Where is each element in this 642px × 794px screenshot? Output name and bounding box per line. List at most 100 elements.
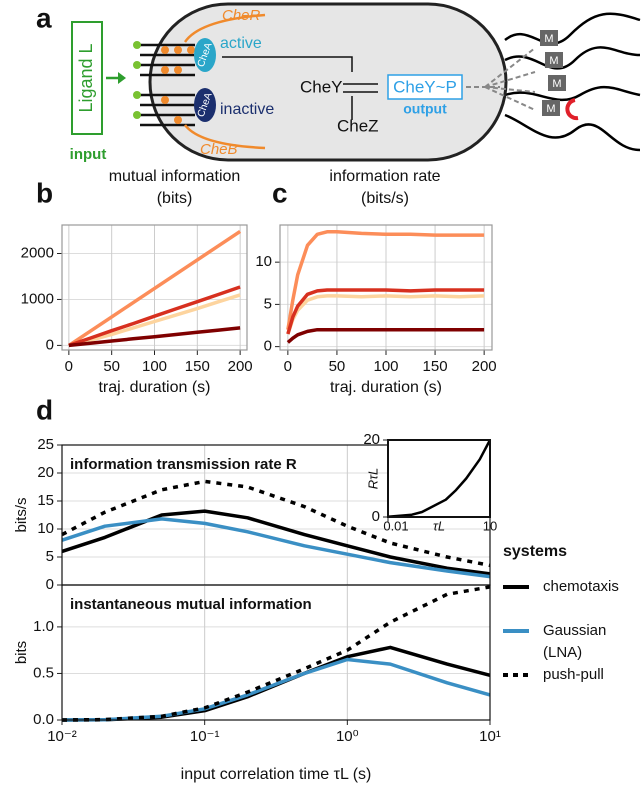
input-label: input (70, 146, 107, 163)
legend-label: push-pull (543, 666, 604, 683)
x-tick-label: 200 (472, 358, 497, 375)
panel-title: instantaneous mutual information (70, 596, 312, 613)
y-tick-label: 1.0 (33, 618, 54, 635)
plot-frame (387, 439, 491, 518)
active-label: active (220, 35, 262, 52)
legend-label: chemotaxis (543, 578, 619, 595)
inactive-label: inactive (220, 101, 274, 118)
cheb-label: CheB (200, 141, 238, 158)
panel-label: a (36, 2, 52, 33)
line (61, 479, 491, 568)
ligand-box (71, 21, 103, 135)
x-axis-label: τL (433, 518, 445, 533)
x-tick-label: 200 (228, 358, 253, 375)
y-tick-label: 15 (37, 492, 54, 509)
x-axis-label: input correlation time τL (s) (181, 766, 372, 783)
cheyp-label: CheY~P (393, 77, 457, 96)
x-tick-label: 150 (185, 358, 210, 375)
x-tick-label: 50 (103, 358, 120, 375)
x-tick-label: 10⁻¹ (190, 728, 220, 745)
line (68, 326, 241, 348)
methyl-sites (161, 46, 195, 124)
y-tick-label: 0 (46, 576, 54, 593)
x-tick-label: 10¹ (479, 728, 501, 745)
x-tick-label: 50 (329, 358, 346, 375)
line (68, 285, 241, 348)
y-tick-label: 2000 (21, 244, 54, 261)
cheb-arrow (184, 124, 266, 150)
x-tick-label: 150 (423, 358, 448, 375)
y-tick-label: 10 (255, 253, 272, 270)
chea-inactive (194, 88, 216, 122)
chez-label: CheZ (337, 116, 379, 135)
y-axis-label: bits (13, 641, 30, 664)
y-tick-label: 1000 (21, 290, 54, 307)
x-tick-label: 10⁰ (336, 728, 359, 745)
x-axis-label: traj. duration (s) (98, 379, 210, 396)
arrow (222, 56, 353, 72)
legend-title: systems (503, 543, 568, 560)
line (61, 585, 491, 722)
line (286, 230, 485, 330)
y-tick-label: 20 (37, 464, 54, 481)
y-tick-label: 0 (46, 336, 54, 353)
ligands (133, 41, 141, 119)
cher-label: CheR (222, 7, 261, 24)
panel-label: d (36, 394, 53, 425)
line (61, 509, 491, 576)
cheyp-box (387, 74, 463, 100)
cher-arrow (183, 13, 266, 43)
motor-label: M (544, 33, 553, 45)
y-tick-label: 20 (363, 431, 380, 448)
chey-label: CheY (300, 77, 343, 96)
x-tick-label: 0.01 (383, 518, 408, 533)
x-axis-label: traj. duration (s) (330, 379, 442, 396)
cell (148, 2, 508, 162)
motor-label: M (552, 78, 561, 90)
y-tick-label: 0 (372, 508, 380, 525)
y-tick-label: 5 (46, 548, 54, 565)
x-tick-label: 100 (373, 358, 398, 375)
receptors (140, 43, 195, 127)
y-tick-label: 5 (264, 295, 272, 312)
panel-title: information transmission rate R (70, 456, 297, 473)
y-tick-label: 0.0 (33, 711, 54, 728)
legend-label: Gaussian (LNA) (543, 622, 607, 661)
panel-title: mutual information (bits) (108, 168, 241, 207)
plot-frame (61, 584, 491, 721)
flagella (504, 12, 641, 152)
x-tick-label: 0 (284, 358, 292, 375)
arrow (343, 83, 378, 93)
x-tick-label: 100 (142, 358, 167, 375)
motors: M M M M (540, 30, 579, 121)
line (286, 327, 485, 344)
arrow (118, 72, 126, 84)
chea-active (194, 38, 216, 72)
plot-frame (279, 224, 493, 351)
y-tick-label: 0 (264, 338, 272, 355)
panel-title: information rate (bits/s) (329, 168, 441, 207)
line (286, 288, 485, 335)
panel-label: c (272, 177, 288, 208)
y-tick-label: 10 (37, 520, 54, 537)
y-axis-label: bits/s (13, 497, 30, 532)
cell-diagram: Ligand L input CheA CheA CheR CheB activ… (70, 2, 641, 163)
motor-label: M (546, 103, 555, 115)
line (61, 517, 491, 579)
x-tick-label: 10 (483, 518, 497, 533)
y-tick-label: 25 (37, 436, 54, 453)
output-label: output (403, 101, 447, 117)
line (68, 293, 241, 348)
inset-background (388, 440, 490, 517)
x-tick-label: 0 (65, 358, 73, 375)
motor-label: M (549, 55, 558, 67)
y-axis-label: RτL (365, 468, 380, 489)
line (387, 439, 492, 519)
signal-arrows (466, 47, 536, 111)
line (61, 657, 491, 722)
ligand-label: Ligand L (76, 43, 96, 112)
plot-frame (61, 224, 248, 351)
x-tick-label: 10⁻² (47, 728, 77, 745)
